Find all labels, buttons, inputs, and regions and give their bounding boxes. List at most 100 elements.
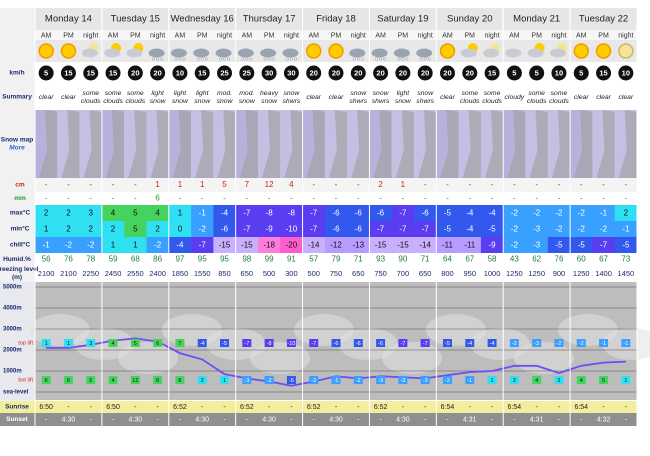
temp-min: -2 bbox=[578, 225, 586, 234]
period-label: PM bbox=[130, 32, 141, 39]
weather-icon bbox=[573, 43, 590, 59]
temp-chill: -1 bbox=[43, 241, 51, 250]
period-label: AM bbox=[375, 32, 386, 39]
rain-amount: - bbox=[290, 194, 293, 203]
period-label: PM bbox=[63, 32, 74, 39]
temp-max: -2 bbox=[511, 209, 519, 218]
icon-cloud bbox=[483, 48, 500, 58]
period-label: AM bbox=[576, 32, 587, 39]
temp-max: -7 bbox=[310, 209, 318, 218]
summary: clear bbox=[618, 94, 633, 101]
snow-map-land bbox=[128, 110, 147, 178]
icon-cloud bbox=[371, 48, 388, 58]
humidity: 62 bbox=[532, 255, 541, 264]
lift-temp: -4 bbox=[200, 341, 205, 347]
temp-max: -4 bbox=[466, 209, 474, 218]
lift-temp-box bbox=[554, 339, 564, 347]
period-label: PM bbox=[398, 32, 409, 39]
wind-circle bbox=[373, 65, 389, 81]
wind-circle bbox=[194, 65, 210, 81]
summary-line: shwrs bbox=[349, 98, 367, 105]
sunset: - bbox=[379, 416, 382, 423]
snow-map-land bbox=[462, 110, 481, 178]
period-label: night bbox=[150, 32, 165, 39]
sunset: - bbox=[313, 416, 316, 423]
day-header bbox=[570, 8, 637, 30]
row-band bbox=[35, 266, 637, 282]
temp-min: 2 bbox=[155, 225, 160, 234]
freezing-level: 500 bbox=[263, 269, 276, 278]
wind-speed: 15 bbox=[64, 68, 72, 77]
summary-line: snow bbox=[417, 90, 434, 97]
temp-cell bbox=[168, 205, 192, 221]
lift-temp-box bbox=[509, 339, 519, 347]
day-name: Monday 14 bbox=[45, 14, 92, 25]
icon-sun bbox=[595, 43, 612, 59]
sunset: 4:30 bbox=[396, 416, 410, 423]
sunset: - bbox=[558, 416, 561, 423]
wind-speed: 15 bbox=[87, 68, 95, 77]
rain-amount: - bbox=[558, 194, 561, 203]
wind-speed: 5 bbox=[44, 68, 48, 77]
snow-amount: - bbox=[357, 180, 360, 189]
more-link[interactable]: More bbox=[9, 145, 25, 152]
temp-cell bbox=[391, 205, 415, 221]
weather-icon bbox=[282, 48, 299, 61]
summary-line: clouds bbox=[527, 98, 547, 105]
rain-amount: - bbox=[580, 194, 583, 203]
chart-label-bg bbox=[0, 282, 35, 400]
humidity: 71 bbox=[354, 255, 363, 264]
wind-circle bbox=[350, 65, 366, 81]
icon-cloud bbox=[237, 48, 254, 58]
snow-map-land bbox=[61, 110, 80, 178]
temp-cell bbox=[458, 237, 482, 253]
sunrise: 6:50 bbox=[39, 404, 53, 411]
humidity: 90 bbox=[398, 255, 407, 264]
icon-cloud bbox=[104, 48, 121, 58]
wind-circle bbox=[328, 65, 344, 81]
temp-max: -2 bbox=[533, 209, 541, 218]
temp-chill: -5 bbox=[578, 241, 586, 250]
sunset: 4:30 bbox=[195, 416, 209, 423]
lift-temp-box bbox=[599, 339, 609, 347]
temp-cell bbox=[124, 205, 147, 221]
lift-temp: 4 bbox=[112, 378, 115, 384]
temp-chill: -5 bbox=[555, 241, 563, 250]
lift-temp-box bbox=[353, 376, 363, 384]
icon-flake bbox=[427, 57, 431, 61]
summary-line: snow bbox=[239, 98, 256, 105]
temp-min: -6 bbox=[221, 225, 229, 234]
humidity: 68 bbox=[131, 255, 140, 264]
snow-amount: - bbox=[602, 180, 605, 189]
icon-sun bbox=[305, 43, 322, 59]
temp-cell bbox=[235, 221, 259, 237]
temp-cell bbox=[347, 205, 370, 221]
lift-temp-box bbox=[309, 339, 319, 347]
period-label: AM bbox=[509, 32, 520, 39]
lift-temp: -2 bbox=[557, 341, 562, 347]
sunset: 4:31 bbox=[530, 416, 544, 423]
day-header bbox=[503, 8, 570, 30]
row-band bbox=[35, 30, 637, 40]
temp-cell bbox=[324, 221, 348, 237]
period-label: night bbox=[284, 32, 299, 39]
temp-cell bbox=[436, 221, 459, 237]
humidity: 56 bbox=[42, 255, 51, 264]
snow-map-land bbox=[83, 110, 102, 178]
temp-cell bbox=[235, 237, 259, 253]
wind-speed: 20 bbox=[466, 68, 474, 77]
icon-cloud bbox=[148, 48, 165, 58]
humidity: 99 bbox=[265, 255, 274, 264]
summary: mod. snow bbox=[239, 90, 256, 105]
wind-speed: 20 bbox=[421, 68, 429, 77]
temp-cell bbox=[414, 205, 437, 221]
temp-max: -8 bbox=[266, 209, 274, 218]
snow-map-land bbox=[551, 110, 571, 178]
temp-cell bbox=[503, 205, 526, 221]
summary: clear bbox=[329, 94, 344, 101]
wind-circle bbox=[127, 65, 143, 81]
summary-line: snow bbox=[150, 98, 167, 105]
temp-chill: -11 bbox=[442, 241, 454, 250]
summary-line: shwrs bbox=[416, 98, 434, 105]
snow-amount: - bbox=[491, 180, 494, 189]
